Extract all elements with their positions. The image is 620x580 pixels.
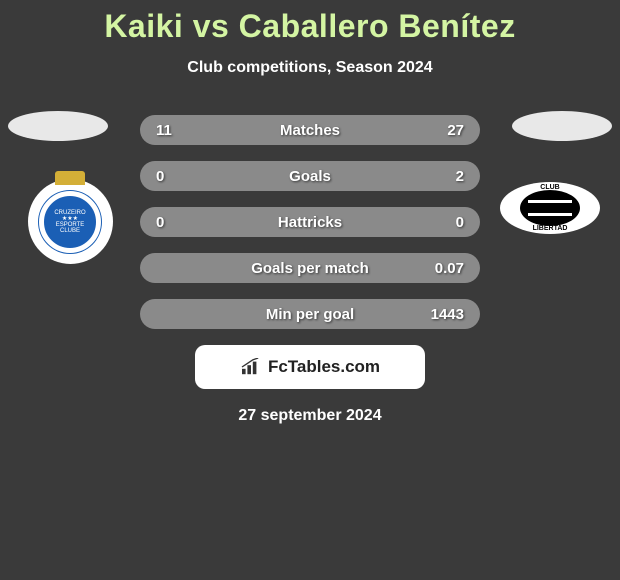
stat-label: Min per goal [266, 306, 354, 323]
stat-row-goals-per-match: Goals per match 0.07 [140, 253, 480, 283]
club-badge-left: CRUZEIRO★★★ESPORTECLUBE [20, 179, 120, 264]
stat-right-value: 27 [447, 122, 464, 139]
bar-chart-icon [240, 358, 262, 376]
cruzeiro-icon: CRUZEIRO★★★ESPORTECLUBE [28, 179, 113, 264]
club-badge-right: CLUB LIBERTAD [500, 165, 600, 250]
stat-right-value: 0.07 [435, 260, 464, 277]
stat-right-value: 1443 [431, 306, 464, 323]
stat-row-goals: 0 Goals 2 [140, 161, 480, 191]
stats-table: 11 Matches 27 0 Goals 2 0 Hattricks 0 Go… [140, 115, 480, 329]
stat-label: Matches [280, 122, 340, 139]
stat-row-min-per-goal: Min per goal 1443 [140, 299, 480, 329]
libertad-icon: CLUB LIBERTAD [500, 182, 600, 234]
stat-row-hattricks: 0 Hattricks 0 [140, 207, 480, 237]
date-label: 27 september 2024 [0, 407, 620, 425]
player-photo-right [512, 111, 612, 141]
stat-right-value: 0 [456, 214, 464, 231]
page-title: Kaiki vs Caballero Benítez [0, 0, 620, 45]
source-label: FcTables.com [268, 357, 380, 377]
stat-row-matches: 11 Matches 27 [140, 115, 480, 145]
stat-left-value: 0 [156, 168, 164, 185]
page-subtitle: Club competitions, Season 2024 [0, 59, 620, 77]
stat-right-value: 2 [456, 168, 464, 185]
player-photo-left [8, 111, 108, 141]
stat-left-value: 11 [156, 122, 172, 139]
comparison-area: CRUZEIRO★★★ESPORTECLUBE CLUB LIBERTAD 11… [0, 115, 620, 425]
stat-label: Goals [289, 168, 331, 185]
stat-label: Goals per match [251, 260, 369, 277]
stat-label: Hattricks [278, 214, 342, 231]
stat-left-value: 0 [156, 214, 164, 231]
source-badge: FcTables.com [195, 345, 425, 389]
